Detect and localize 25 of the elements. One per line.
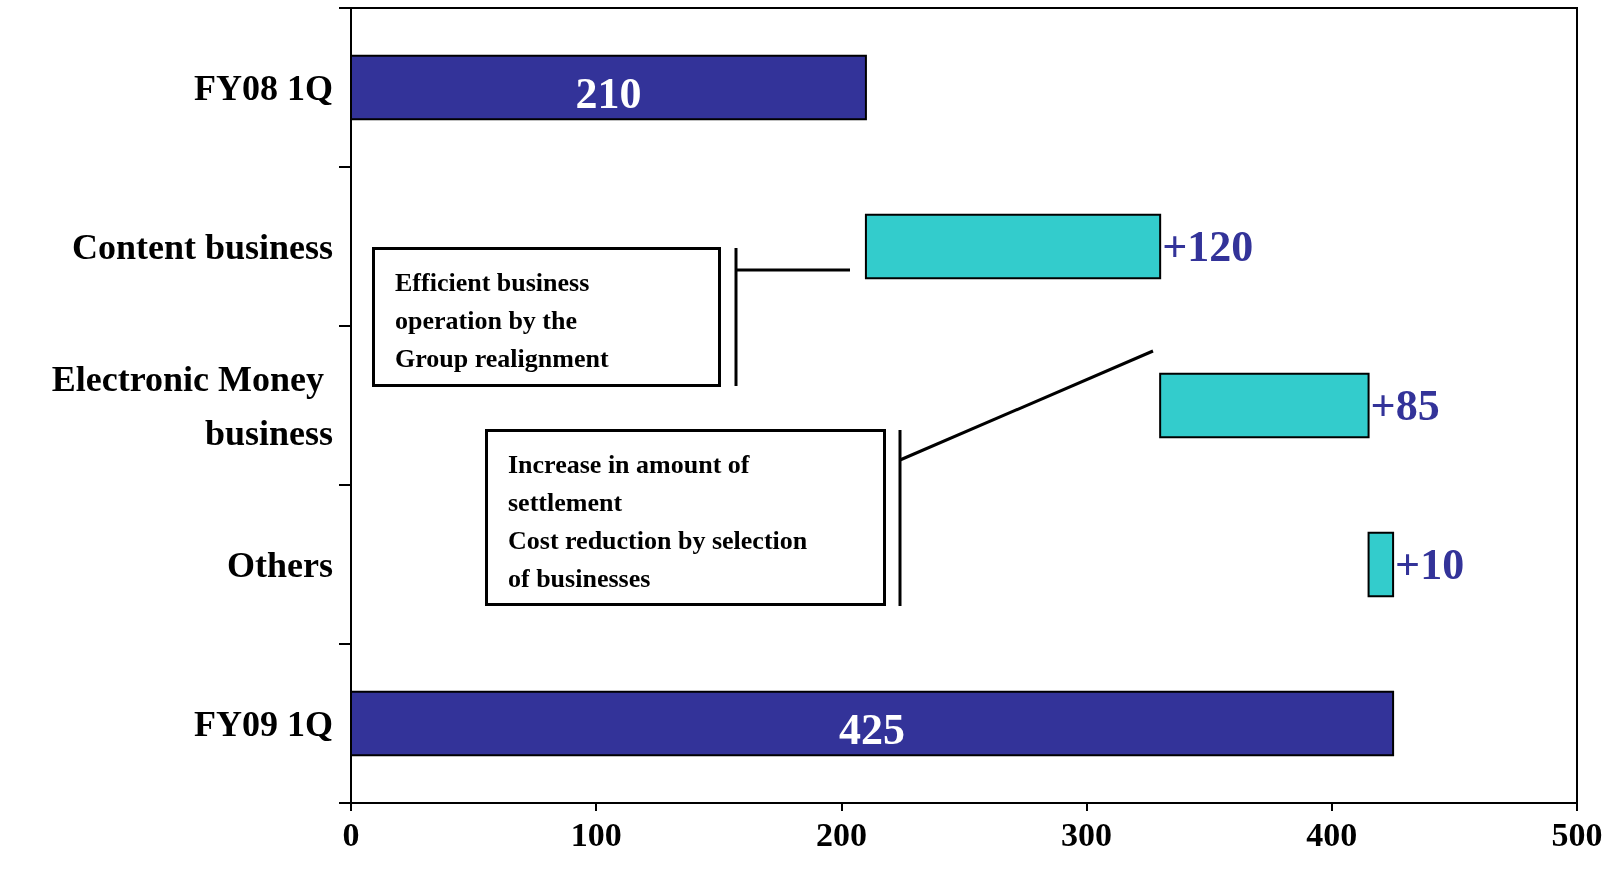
callout-box: Increase in amount of settlement Cost reduction by selection of businesses	[485, 429, 886, 606]
x-tick-label: 100	[570, 815, 622, 853]
y-tick-label: Content business	[71, 226, 333, 267]
x-tick-label: 500	[1551, 815, 1603, 853]
annotation: Efficient business operation by the Group realignment	[395, 267, 610, 375]
x-tick-label: 400	[1306, 815, 1358, 853]
x-tick-label: 300	[1061, 815, 1113, 853]
y-tick-label: Electronic Money business	[51, 358, 333, 453]
data-label: +85	[1370, 381, 1440, 430]
data-label: 210	[575, 69, 642, 118]
bar	[1367, 531, 1395, 598]
y-tick-label: Others	[227, 544, 333, 585]
callout-box: Efficient business operation by the Group realignment	[372, 247, 721, 387]
y-tick-label: FY08 1Q	[194, 67, 333, 108]
y-tick-label: FY09 1Q	[194, 703, 333, 744]
x-tick-label: 200	[815, 815, 867, 853]
data-label: +10	[1395, 540, 1465, 589]
bar	[864, 213, 1162, 280]
data-label: +120	[1162, 222, 1254, 271]
bar	[350, 54, 867, 121]
bar	[1159, 372, 1370, 439]
data-label: 425	[839, 705, 906, 754]
bar	[350, 690, 1395, 757]
annotation: Increase in amount of settlement Cost reduction by selection of businesses	[508, 449, 809, 595]
x-tick-label: 0	[342, 815, 360, 853]
